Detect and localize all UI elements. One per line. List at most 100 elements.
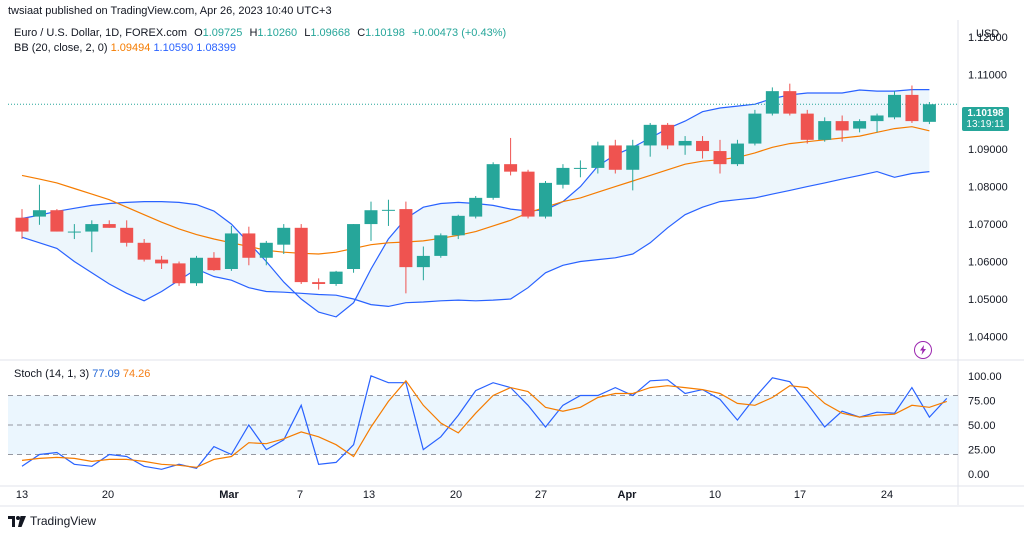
stoch-tick-label: 25.00 — [968, 445, 996, 457]
bb-basis-value: 1.09494 — [110, 42, 151, 54]
candle[interactable] — [783, 91, 797, 114]
stoch-tick-label: 0.00 — [968, 469, 989, 481]
candle[interactable] — [748, 113, 762, 144]
candle[interactable] — [294, 227, 308, 283]
candle[interactable] — [137, 242, 151, 260]
bb-legend: BB (20, close, 2, 0) 1.09494 1.10590 1.0… — [14, 42, 236, 54]
candle[interactable] — [347, 224, 361, 270]
candle[interactable] — [381, 209, 395, 211]
candle[interactable] — [573, 167, 587, 169]
candle[interactable] — [730, 143, 744, 165]
candle[interactable] — [504, 164, 518, 172]
ohlc-high: H1.10260 — [249, 27, 298, 39]
symbol-legend: Euro / U.S. Dollar, 1D, FOREX.com O1.097… — [14, 27, 510, 39]
candle[interactable] — [15, 217, 29, 232]
time-tick-label: 20 — [102, 489, 114, 501]
price-tick-label: 1.04000 — [968, 331, 1008, 343]
candle[interactable] — [364, 210, 378, 225]
bb-upper-value: 1.10590 — [153, 42, 194, 54]
candle[interactable] — [469, 197, 483, 217]
candle[interactable] — [643, 124, 657, 146]
candle[interactable] — [800, 113, 814, 140]
candle[interactable] — [486, 164, 500, 198]
bb-label[interactable]: BB (20, close, 2, 0) — [14, 42, 108, 54]
ohlc-low: L1.09668 — [304, 27, 351, 39]
tradingview-logo-text: TradingView — [30, 514, 97, 528]
candle[interactable] — [102, 224, 116, 228]
last-price: 1.10198 — [967, 108, 1004, 119]
candle[interactable] — [591, 145, 605, 168]
candle[interactable] — [277, 227, 291, 245]
time-tick-label: 24 — [881, 489, 893, 501]
price-tick-label: 1.05000 — [968, 294, 1008, 306]
price-change: +0.00473 (+0.43%) — [411, 27, 507, 39]
candle[interactable] — [451, 215, 465, 236]
stoch-d-value: 74.26 — [122, 368, 151, 380]
candle[interactable] — [608, 145, 622, 170]
price-tick-label: 1.11000 — [968, 69, 1007, 81]
candle[interactable] — [399, 209, 413, 268]
stoch-tick-label: 50.00 — [968, 420, 996, 432]
currency-label[interactable]: USD — [976, 28, 1000, 40]
candle[interactable] — [521, 171, 535, 217]
candle[interactable] — [312, 282, 326, 284]
time-tick-label: Apr — [618, 489, 638, 501]
candle[interactable] — [556, 167, 570, 185]
time-tick-label: 10 — [709, 489, 721, 501]
candle[interactable] — [696, 140, 710, 152]
price-tick-label: 1.09000 — [968, 144, 1008, 156]
candle[interactable] — [224, 233, 238, 270]
time-tick-label: 13 — [16, 489, 28, 501]
stoch-label[interactable]: Stoch (14, 1, 3) — [14, 368, 90, 380]
candle[interactable] — [50, 210, 64, 232]
time-tick-label: 7 — [297, 489, 303, 501]
candle[interactable] — [190, 257, 203, 284]
bar-countdown: 13:19:11 — [966, 119, 1005, 130]
tradingview-logo[interactable]: TradingView — [8, 514, 96, 528]
candle[interactable] — [67, 231, 81, 233]
lightning-icon[interactable] — [914, 341, 932, 359]
price-tick-label: 1.07000 — [968, 219, 1008, 231]
candle[interactable] — [870, 115, 884, 122]
stoch-k-value: 77.09 — [92, 368, 120, 380]
candle[interactable] — [818, 121, 832, 140]
time-tick-label: 17 — [794, 489, 806, 501]
candle[interactable] — [259, 242, 273, 258]
candle[interactable] — [765, 91, 779, 114]
candle[interactable] — [32, 210, 46, 217]
candle[interactable] — [207, 257, 221, 271]
candle[interactable] — [922, 104, 936, 122]
stoch-tick-label: 75.00 — [968, 395, 996, 407]
time-tick-label: 27 — [535, 489, 547, 501]
candle[interactable] — [172, 263, 186, 284]
candle[interactable] — [434, 235, 448, 256]
stoch-tick-label: 100.00 — [968, 371, 1002, 383]
candle[interactable] — [713, 151, 727, 165]
candle[interactable] — [905, 94, 919, 122]
candle[interactable] — [626, 145, 640, 170]
candle[interactable] — [678, 140, 692, 146]
candle[interactable] — [329, 271, 343, 284]
bb-lower-line — [21, 170, 930, 308]
time-tick-label: 20 — [450, 489, 462, 501]
stoch-d-line — [21, 379, 947, 468]
bb-basis-line — [21, 126, 930, 255]
candle[interactable] — [155, 259, 169, 264]
symbol-name[interactable]: Euro / U.S. Dollar, 1D, FOREX.com — [14, 27, 187, 39]
price-tick-label: 1.08000 — [968, 182, 1008, 194]
candle[interactable] — [539, 182, 552, 217]
price-tick-label: 1.12000 — [968, 32, 1008, 44]
candle[interactable] — [888, 94, 901, 118]
ohlc-open: O1.09725 — [194, 27, 243, 39]
time-tick-label: Mar — [219, 489, 239, 501]
bb-lower-value: 1.08399 — [196, 42, 237, 54]
candle[interactable] — [416, 255, 430, 268]
candle[interactable] — [661, 124, 675, 146]
candle[interactable] — [242, 233, 256, 258]
price-tick-label: 1.06000 — [968, 257, 1008, 269]
candle[interactable] — [120, 227, 134, 243]
candle[interactable] — [853, 121, 867, 129]
candle[interactable] — [835, 121, 849, 131]
candle[interactable] — [85, 224, 99, 232]
